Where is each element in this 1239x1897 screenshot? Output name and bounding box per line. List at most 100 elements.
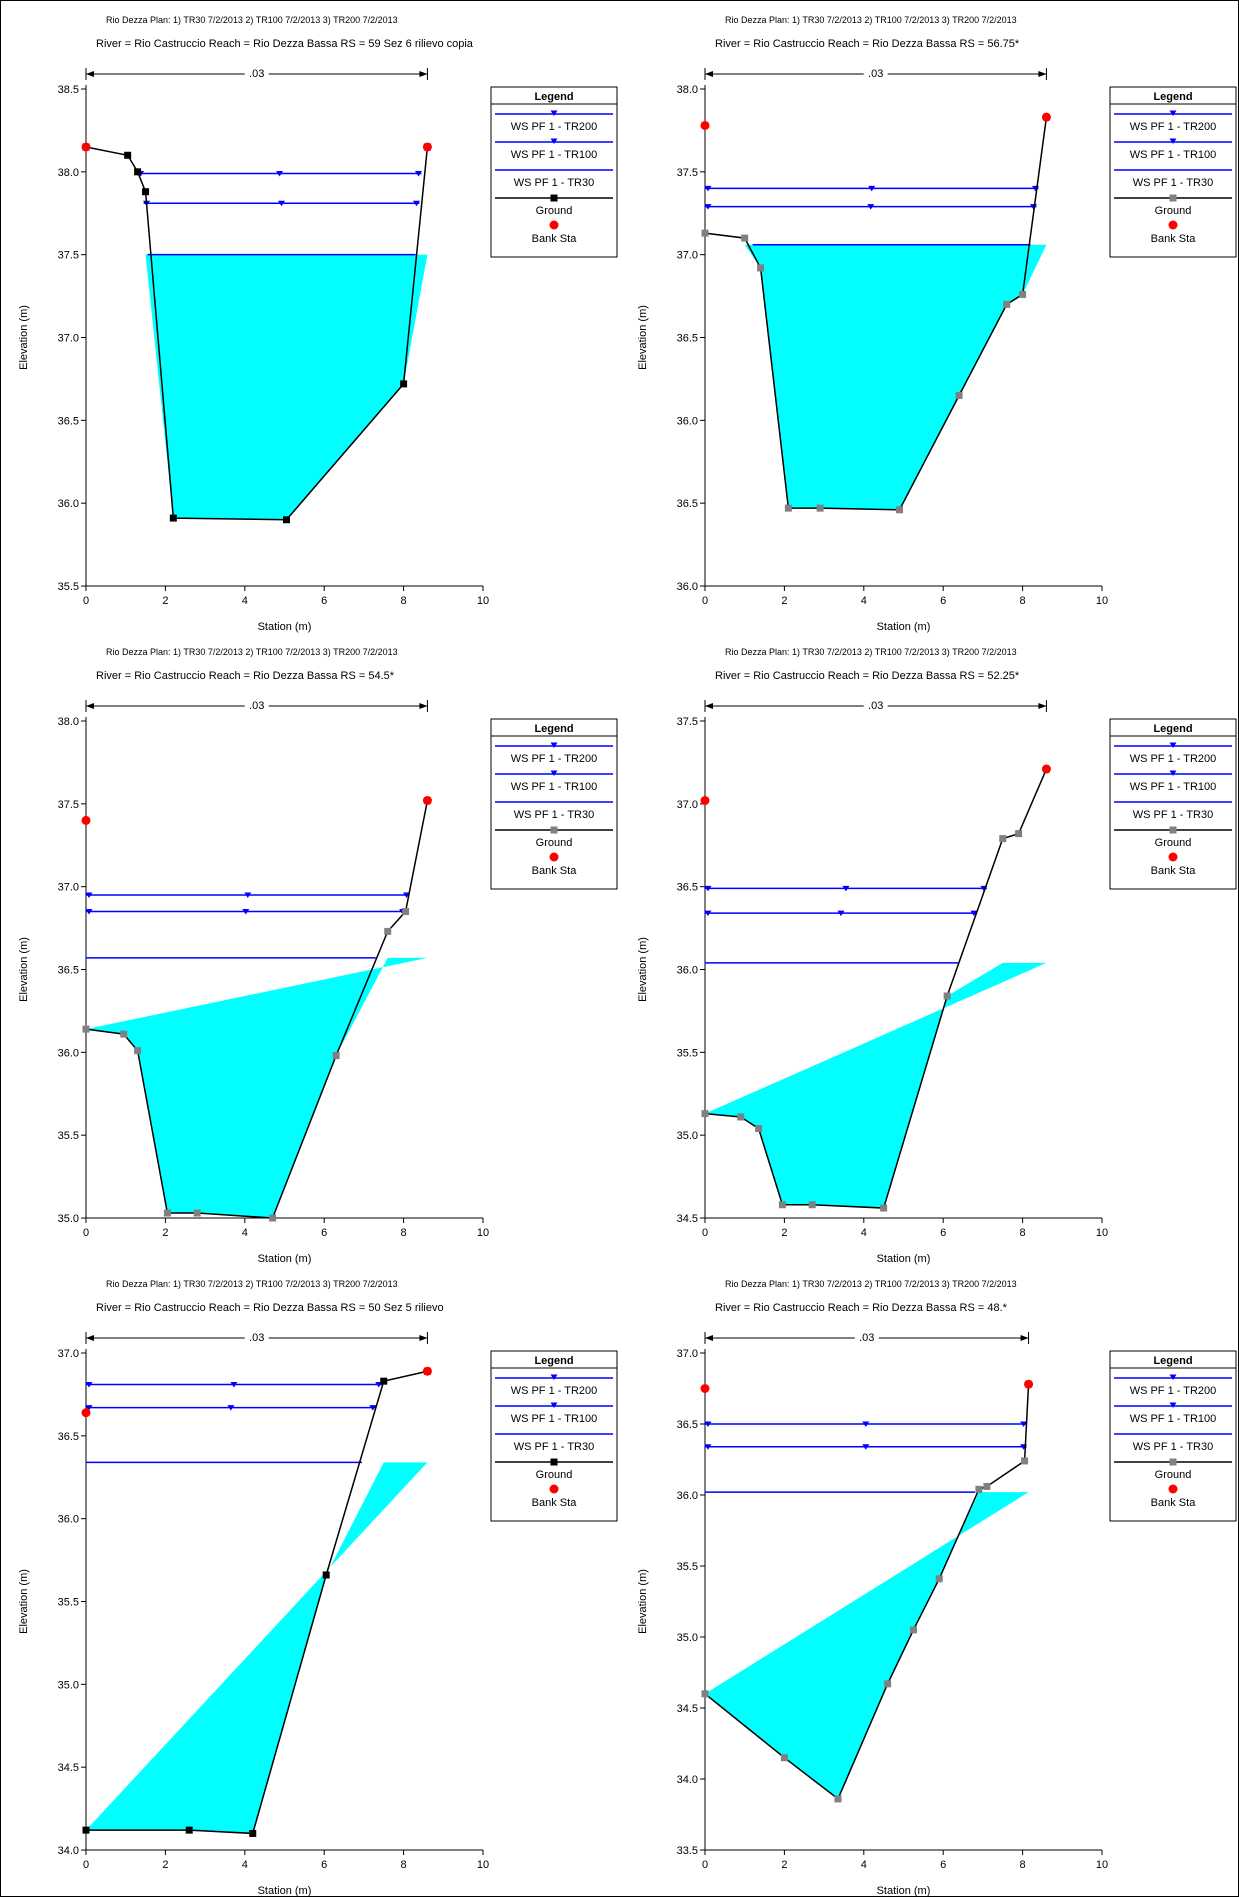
x-tick-label: 6 [321,1859,327,1871]
bank-sta-point [700,120,710,130]
ground-point [1003,300,1011,308]
legend-entry: WS PF 1 - TR200 [1130,1385,1217,1397]
y-tick-label: 36.5 [58,965,79,977]
bank-sta-point [81,142,91,152]
x-tick-label: 0 [83,595,89,607]
y-tick-label: 35.5 [58,581,79,593]
legend-entry: Ground [1155,1469,1192,1481]
legend-bank-marker [1168,1484,1178,1494]
bank-sta-point [422,142,432,152]
ws-marker [276,170,284,177]
legend-entry: WS PF 1 - TR100 [1130,781,1217,793]
y-tick-label: 37.0 [677,1348,698,1360]
x-tick-label: 0 [702,595,708,607]
y-tick-label: 36.0 [677,415,698,427]
x-tick-label: 8 [1020,1859,1026,1871]
ws-marker [862,1444,870,1450]
y-tick-label: 38.0 [58,167,79,179]
ground-line [704,1384,1030,1801]
x-tick-label: 2 [162,1859,168,1871]
legend-entry: WS PF 1 - TR30 [514,809,594,821]
ground-point [163,1209,171,1217]
x-tick-label: 4 [242,1227,248,1239]
y-tick-label: 36.0 [677,1490,698,1502]
ground-line [704,117,1048,511]
legend-title: Legend [1153,723,1192,735]
legend-title: Legend [534,723,573,735]
bank-sta-point [1024,1379,1034,1389]
manning-label-bg [244,699,269,711]
y-tick-label: 34.5 [677,1213,698,1225]
ground-point [120,1030,128,1038]
x-tick-label: 6 [940,595,946,607]
chart-title: River = Rio Castruccio Reach = Rio Dezza… [96,670,395,682]
y-tick-label: 36.0 [677,965,698,977]
ground-point [193,1209,201,1217]
y-tick-label: 35.0 [58,1213,79,1225]
legend-ws-marker [1169,1402,1177,1408]
legend-entry: Ground [1155,205,1192,217]
x-tick-label: 2 [162,1227,168,1239]
x-tick-label: 4 [242,595,248,607]
y-tick-label: 36.0 [58,1514,79,1526]
ground-point [808,1201,816,1209]
manning-label-bg [244,1331,269,1343]
y-tick-label: 37.5 [677,167,698,179]
x-tick-label: 4 [861,1227,867,1239]
x-axis-label: Station (m) [877,621,931,633]
manning-arrow-right [1038,71,1047,77]
legend-entry: Bank Sta [532,1497,578,1509]
x-tick-label: 8 [1020,595,1026,607]
ground-point [834,1795,842,1803]
legend-entry: WS PF 1 - TR30 [1133,1441,1213,1453]
ws-marker [230,1381,238,1388]
ws-marker [414,170,422,177]
ground-point [909,1626,917,1634]
ground-point [999,835,1007,843]
ground-line [86,1370,428,1835]
ground-point [185,1826,193,1834]
y-tick-label: 36.5 [677,882,698,894]
ws-marker [704,1421,712,1427]
ground-point [701,1110,709,1118]
y-tick-label: 37.0 [677,250,698,262]
x-tick-label: 8 [401,1227,407,1239]
legend-ws-marker [1169,110,1177,116]
x-tick-label: 8 [401,1859,407,1871]
ws-marker [867,204,875,210]
x-tick-label: 0 [83,1227,89,1239]
y-axis-label: Elevation (m) [18,937,30,1002]
ground-point [701,1690,709,1698]
manning-value: .03 [249,1332,264,1344]
x-axis-label: Station (m) [258,1253,312,1265]
x-axis-label: Station (m) [258,1885,312,1897]
legend-entry: Bank Sta [1151,233,1197,245]
chart-panel-rs-59: Rio Dezza Plan: 1) TR30 7/2/2013 2) TR10… [1,1,620,633]
ground-line [704,768,1048,1209]
y-tick-label: 38.0 [58,716,79,728]
x-tick-label: 10 [477,1859,489,1871]
x-tick-label: 0 [83,1859,89,1871]
legend-entry: Bank Sta [1151,865,1197,877]
ws-marker [85,1405,93,1411]
chart-panel-rs-54-5: Rio Dezza Plan: 1) TR30 7/2/2013 2) TR10… [1,633,620,1265]
chart-panel-rs-50: Rio Dezza Plan: 1) TR30 7/2/2013 2) TR10… [1,1265,620,1897]
manning-value: .03 [249,68,264,80]
ground-point [380,1377,388,1385]
ground-point [384,927,392,935]
x-tick-label: 0 [702,1859,708,1871]
manning-value: .03 [868,68,883,80]
ground-point [741,234,749,242]
x-tick-label: 10 [1096,1227,1108,1239]
legend-ws-marker [1169,138,1177,144]
ws-marker [278,200,286,207]
x-tick-label: 6 [321,595,327,607]
legend-entry: Ground [536,205,573,217]
bank-sta-point [700,796,710,806]
legend-ground-marker [1169,826,1177,834]
ground-point [142,188,150,196]
manning-value: .03 [868,700,883,712]
legend-entry: WS PF 1 - TR30 [1133,809,1213,821]
y-tick-label: 37.5 [677,716,698,728]
manning-label-bg [863,67,888,79]
